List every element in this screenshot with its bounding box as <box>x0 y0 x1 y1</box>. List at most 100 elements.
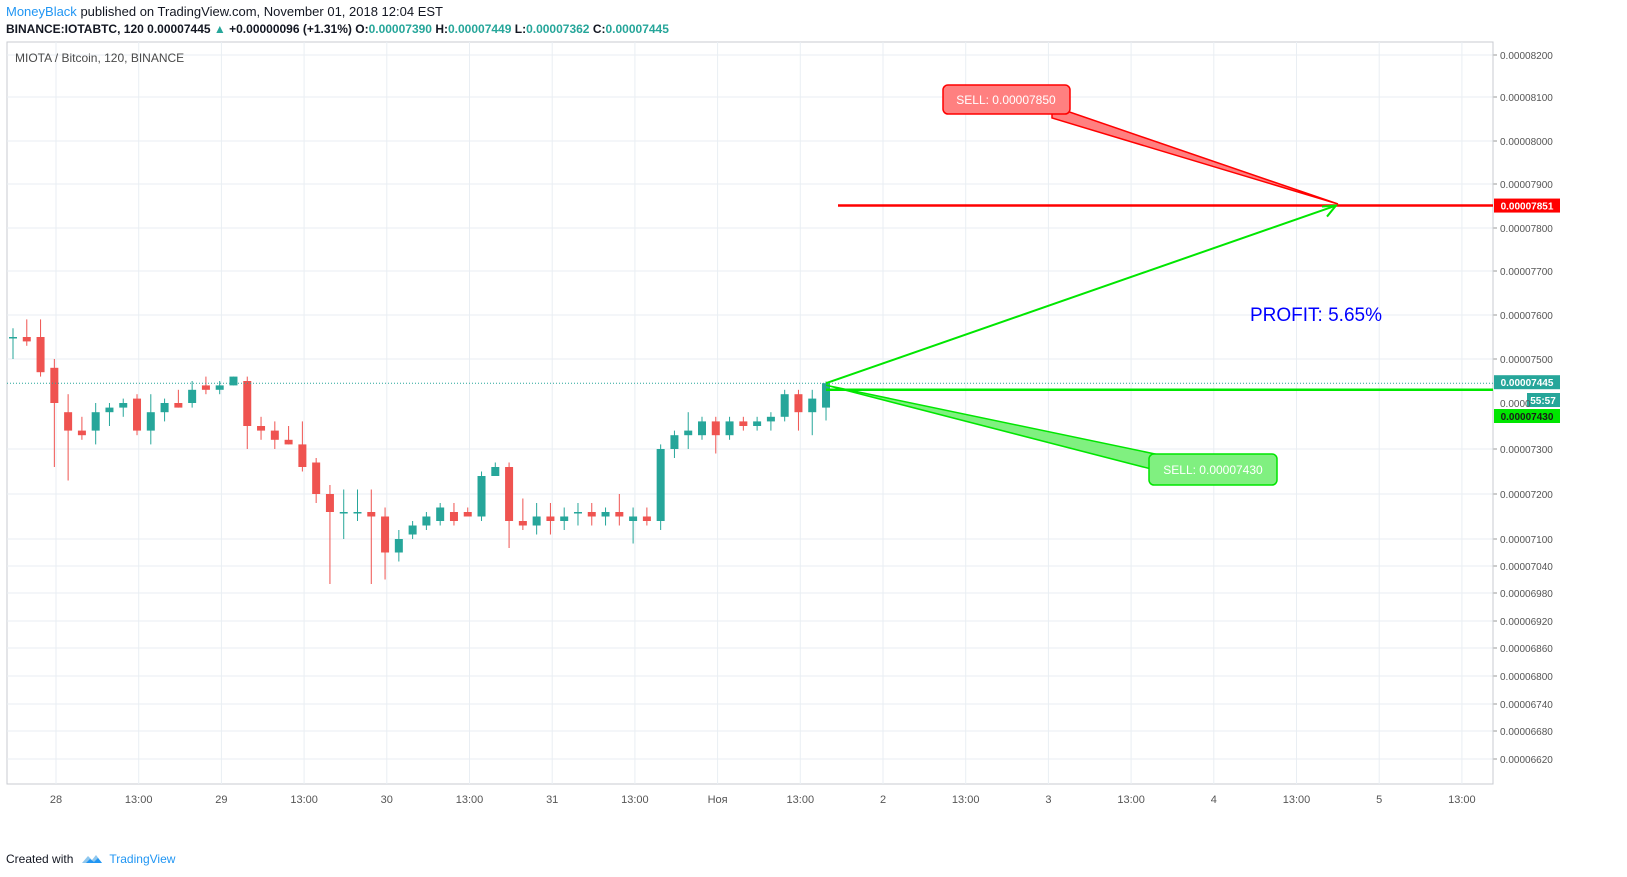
plot-area[interactable] <box>6 41 1494 785</box>
candle <box>766 412 775 431</box>
footer: Created with TradingView <box>6 852 175 866</box>
candle <box>477 471 486 521</box>
y-tick-label: 0.00006860 <box>1500 644 1553 655</box>
close-label: C: <box>592 22 606 36</box>
candle <box>312 458 321 503</box>
candle <box>642 507 651 526</box>
candle-body <box>463 512 472 517</box>
candle-body <box>670 435 679 449</box>
x-tick-label: 13:00 <box>290 794 318 806</box>
countdown-tag <box>1527 393 1560 407</box>
candle <box>670 430 679 458</box>
y-tick-label: 0.00007500 <box>1500 355 1553 366</box>
candle <box>698 416 706 440</box>
candle <box>119 398 128 417</box>
candle-body <box>188 389 197 403</box>
candle-body <box>573 512 582 514</box>
candle <box>463 507 472 517</box>
x-tick-label: 2 <box>880 794 886 806</box>
candle-body <box>408 525 417 535</box>
y-tick-label: 0.00006680 <box>1500 727 1553 738</box>
symbol-text: BINANCE:IOTABTC, 120 <box>6 22 144 36</box>
candle-body <box>711 421 720 436</box>
change-arrow-icon: ▲ <box>213 22 226 36</box>
candle <box>22 319 31 346</box>
candle <box>50 359 59 467</box>
candle-body <box>174 403 183 408</box>
candle <box>822 381 831 421</box>
x-tick-label: 13:00 <box>1283 794 1311 806</box>
candle <box>284 426 293 445</box>
candle-body <box>257 426 266 431</box>
candle-body <box>753 421 762 426</box>
candle <box>739 416 748 431</box>
high-value: 0.00007449 <box>448 22 512 36</box>
x-tick-label: 29 <box>215 794 227 806</box>
annotations: SELL: 0.00007850 SELL: 0.00007430 PROFIT: … <box>7 84 1560 486</box>
last-price-tag-text: 0.00007445 <box>1501 378 1554 389</box>
candle-body <box>160 403 169 413</box>
x-tick-label: 13:00 <box>787 794 815 806</box>
candle-body <box>77 430 86 436</box>
sell-top-callout[interactable] <box>942 84 1071 115</box>
candle-body <box>587 512 596 517</box>
candle <box>243 376 252 449</box>
created-with-text: Created with <box>6 852 74 866</box>
candle-body <box>491 467 500 476</box>
sell-top-label: SELL: 0.00007850 <box>956 93 1056 107</box>
candle <box>105 403 114 426</box>
y-tick-label: 0.00007300 <box>1500 445 1553 456</box>
x-tick-label: 13:00 <box>621 794 649 806</box>
candle <box>77 416 86 440</box>
y-tick-label: 0.00008000 <box>1500 137 1553 148</box>
candle <box>408 521 417 539</box>
candle <box>491 462 500 476</box>
candle <box>298 421 307 472</box>
y-tick-label: 0.00007100 <box>1500 535 1553 546</box>
x-tick-label: 13:00 <box>125 794 153 806</box>
tradingview-link[interactable]: TradingView <box>109 852 176 866</box>
candle <box>449 503 458 526</box>
y-tick-label: 0.00007700 <box>1500 267 1553 278</box>
candle-body <box>739 421 748 426</box>
chart-title: MIOTA / Bitcoin, 120, BINANCE <box>15 51 184 65</box>
candle <box>780 389 789 422</box>
x-tick-label: 30 <box>381 794 393 806</box>
candle <box>325 485 334 584</box>
candle <box>270 421 279 449</box>
candle <box>36 319 45 377</box>
candle <box>133 394 142 436</box>
candle <box>725 416 734 440</box>
candle <box>601 507 610 526</box>
candle-body <box>325 494 334 512</box>
grid <box>7 42 1493 784</box>
candle <box>64 394 73 481</box>
sell-bottom-callout[interactable] <box>1148 453 1278 486</box>
candle-body <box>546 516 555 521</box>
countdown-text: 55:57 <box>1530 396 1556 407</box>
candles <box>9 319 831 584</box>
y-tick-label-partial: 0.0000 <box>1500 399 1531 410</box>
candle <box>629 507 638 544</box>
last-price: 0.00007445 <box>147 22 211 36</box>
x-tick-label: 4 <box>1211 794 1217 806</box>
candle <box>367 489 376 584</box>
author-link[interactable]: MoneyBlack <box>6 4 77 19</box>
candle-body <box>133 398 142 431</box>
low-value: 0.00007362 <box>526 22 590 36</box>
target-arrow[interactable] <box>825 204 1337 385</box>
candle <box>794 389 803 431</box>
candle <box>353 489 362 521</box>
candle <box>422 512 431 530</box>
candle-body <box>698 421 706 436</box>
candle-body <box>794 394 803 413</box>
candle <box>215 381 224 395</box>
candle <box>656 444 665 530</box>
candle-body <box>215 385 224 390</box>
candle-body <box>518 521 527 526</box>
candle-body <box>367 512 376 517</box>
publish-text: published on TradingView.com, November 0… <box>80 4 443 19</box>
candle <box>711 416 720 454</box>
candle-body <box>629 516 638 521</box>
